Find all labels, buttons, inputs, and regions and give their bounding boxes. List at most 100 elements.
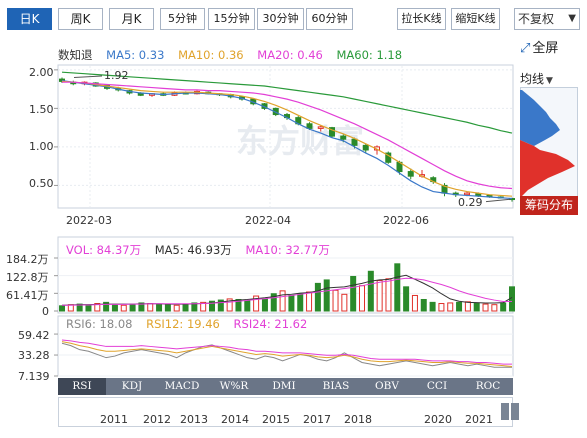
tab-30min[interactable]: 30分钟	[257, 8, 304, 30]
volume-bar	[288, 294, 295, 312]
tab-weekly-k[interactable]: 周K	[58, 8, 103, 30]
tab-kdj[interactable]: KDJ	[121, 380, 143, 392]
overview-year-label: 2021	[465, 413, 493, 426]
candle-down	[329, 127, 335, 137]
tab-macd[interactable]: MACD	[164, 380, 200, 392]
ma10-line	[61, 80, 513, 197]
ma60-legend: MA60: 1.18	[336, 48, 403, 62]
tab-dmi[interactable]: DMI	[272, 380, 296, 392]
tab-obv[interactable]: OBV	[375, 380, 399, 392]
tab-wr[interactable]: W%R	[219, 380, 249, 392]
ma10-legend: MA10: 0.36	[178, 48, 244, 62]
volume-bar	[323, 279, 330, 312]
candle-down	[475, 193, 482, 196]
rsi12-line	[61, 341, 513, 367]
volume-bar	[394, 263, 401, 312]
volume-bar	[85, 304, 92, 312]
fullscreen-button[interactable]: ⤢ 全屏	[520, 37, 558, 56]
volume-bar	[350, 275, 357, 312]
rsi-y-tick-label: 7.139	[18, 370, 50, 383]
tab-monthly-k[interactable]: 月K	[109, 8, 154, 30]
tab-cci[interactable]: CCI	[426, 380, 448, 392]
volume-bar	[279, 290, 286, 312]
y-tick-label: 2.00	[29, 66, 54, 79]
candle-down	[340, 135, 347, 140]
overview-year-label: 2017	[303, 413, 331, 426]
adjust-select[interactable]: 不复权 ▼	[514, 8, 580, 30]
volume-bar	[200, 301, 207, 312]
volume-bar	[191, 302, 198, 312]
volume-bar	[111, 304, 118, 312]
vol-y-tick-label: 61.41万	[6, 289, 49, 302]
ma20-line	[62, 81, 513, 190]
overview-year-label: 2012	[143, 413, 171, 426]
volume-bar	[226, 298, 233, 312]
y-tick-label: 1.50	[29, 103, 54, 116]
candle-down	[306, 123, 313, 129]
volume-bar	[156, 303, 163, 312]
volume-bar	[367, 270, 374, 312]
tab-bias[interactable]: BIAS	[322, 380, 350, 392]
volume-bar	[411, 294, 418, 312]
volume-bar	[76, 303, 83, 312]
overview-left-handle[interactable]	[501, 403, 509, 420]
chip-distribution-red	[520, 140, 575, 196]
volume-bar	[500, 302, 507, 312]
volume-bar	[253, 295, 260, 312]
tab-rsi[interactable]: RSI	[58, 378, 106, 395]
volume-bar	[138, 302, 145, 312]
volume-bar	[297, 293, 304, 312]
vol-y-tick-label: 184.2万	[6, 253, 49, 266]
tab-daily-k[interactable]: 日K	[7, 8, 52, 30]
volume-bar	[147, 303, 154, 312]
volume-bar	[447, 302, 454, 312]
x-tick-label: 2022-06	[383, 214, 429, 227]
rsi6-line	[61, 342, 512, 368]
volume-bar	[164, 304, 171, 312]
volume-bar	[306, 291, 313, 312]
volume-bar	[261, 297, 268, 312]
volume-bar	[173, 304, 180, 312]
overview-navigator[interactable]	[58, 397, 513, 427]
volume-bar	[473, 303, 480, 312]
volume-bar	[120, 304, 127, 312]
volume-bar	[385, 278, 392, 312]
stretch-kline-button[interactable]: 拉长K线	[397, 8, 446, 30]
volume-bar	[59, 305, 65, 312]
volume-bar	[332, 289, 339, 312]
vol-ma5-line	[61, 274, 513, 306]
rsi6-legend: RSI6: 18.08	[66, 317, 133, 331]
rsi-y-tick-label: 33.28	[18, 349, 50, 362]
volume-bar	[456, 301, 463, 312]
vol-y-tick-label: 122.8万	[6, 271, 49, 284]
candle-down	[362, 144, 369, 151]
shrink-kline-button[interactable]: 缩短K线	[451, 8, 500, 30]
ma60-line	[61, 71, 513, 134]
volume-bar	[438, 303, 445, 312]
tab-roc[interactable]: ROC	[475, 380, 501, 392]
candle-down	[385, 152, 392, 163]
candle-up	[317, 126, 324, 129]
overview-right-handle[interactable]	[511, 403, 519, 420]
tab-60min[interactable]: 60分钟	[306, 8, 353, 30]
vol-legend-value: VOL: 84.37万	[66, 243, 142, 257]
indicator-tab-bar: RSI KDJ MACD W%R DMI BIAS OBV CCI ROC	[58, 378, 513, 395]
chip-distribution-button[interactable]: 筹码分布	[520, 196, 578, 215]
ma-type-dropdown[interactable]: 均线 ▼	[520, 70, 578, 86]
volume-bar	[270, 293, 277, 312]
low-pointer	[485, 198, 511, 203]
tab-15min[interactable]: 15分钟	[208, 8, 255, 30]
low-annotation: 0.29	[458, 196, 483, 209]
volume-bar	[103, 301, 110, 312]
y-tick-label: 0.50	[29, 177, 54, 190]
chip-distribution-blue	[520, 90, 560, 146]
chevron-down-icon: ▼	[546, 76, 553, 86]
vol-y-tick-label: 0	[42, 305, 49, 318]
volume-bar	[244, 300, 251, 312]
volume-bar	[420, 298, 427, 312]
rsi12-legend: RSI12: 19.46	[146, 317, 220, 331]
vol-ma10-legend: MA10: 32.77万	[245, 243, 330, 257]
rsi-y-tick-label: 59.42	[18, 329, 50, 342]
tab-5min[interactable]: 5分钟	[160, 8, 205, 30]
